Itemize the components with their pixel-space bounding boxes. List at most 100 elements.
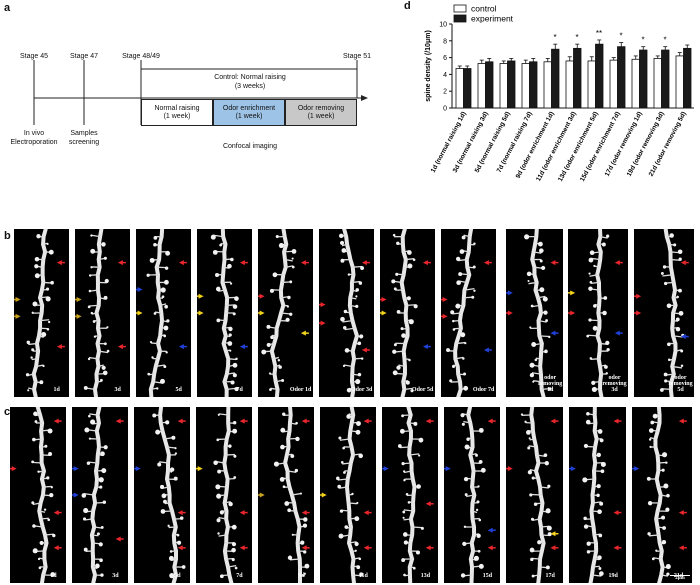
bar-control xyxy=(653,58,662,109)
significance-marker: * xyxy=(641,36,644,45)
electroporation-label: Electroporation xyxy=(10,139,58,146)
bar-control xyxy=(609,59,618,109)
row-b-panel: 3d xyxy=(75,229,130,397)
samples-label: Samples xyxy=(70,130,98,137)
significance-marker: * xyxy=(553,33,556,42)
row-b-panel-label: 7d xyxy=(236,387,243,393)
confocal-imaging-label: Confocal imaging xyxy=(222,143,278,150)
x-tick-label: 9d (odor enrichment 1d) xyxy=(515,111,556,180)
row-b-panel: 7d xyxy=(197,229,252,397)
significance-marker: * xyxy=(619,31,622,40)
bar-experiment xyxy=(529,61,538,109)
legend-label-control: control xyxy=(471,4,497,14)
row-b-panel-label: Odor 1d xyxy=(289,387,312,393)
stage-47-label: Stage 47 xyxy=(69,53,99,60)
row-b-panel-label: odor removing 3d xyxy=(602,375,627,393)
row-b-panel: Odor 1d xyxy=(258,229,313,397)
bar-control xyxy=(521,63,530,109)
row-c-panel-label: 15d xyxy=(482,573,493,579)
row-c-panel: 17d xyxy=(506,407,563,583)
row-b-panel-label: odor removing 1d xyxy=(538,375,563,393)
row-c-panel-label: 11d xyxy=(358,573,368,579)
row-c-panel-label: 5d xyxy=(174,573,181,579)
row-b-panel-label: Odor 3d xyxy=(350,387,373,393)
y-tick-label: 0 xyxy=(443,106,447,113)
y-tick-label: 10 xyxy=(439,22,447,29)
bar-experiment xyxy=(573,47,582,109)
bar-experiment xyxy=(485,61,494,109)
significance-marker: ** xyxy=(596,29,602,38)
y-tick-label: 2 xyxy=(443,89,447,96)
row-b-panel-label: 3d xyxy=(114,387,121,393)
x-tick-label: 13d (odor enrichment 5d) xyxy=(557,111,600,183)
screening-label: screening xyxy=(68,139,100,146)
row-b-panel: odor removing 3d xyxy=(568,229,628,397)
scale-bar: 2μm xyxy=(670,575,690,582)
bar-experiment xyxy=(639,49,648,109)
panel-label-c: c xyxy=(4,406,11,418)
bar-control xyxy=(455,68,464,109)
y-tick-label: 4 xyxy=(443,72,447,79)
significance-marker: * xyxy=(575,33,578,42)
bar-control xyxy=(565,60,574,109)
bar-control xyxy=(543,61,552,109)
row-c-panel-label: 9d xyxy=(298,573,305,579)
row-b-panel-label: Odor 5d xyxy=(411,387,434,393)
row-c-panel: 9d xyxy=(258,407,314,583)
bar-experiment xyxy=(661,49,670,109)
row-c-panel: 13d xyxy=(382,407,438,583)
timeline-lines xyxy=(33,60,368,125)
row-b-panel: Odor 5d xyxy=(380,229,435,397)
bar-control xyxy=(631,58,640,109)
y-tick-label: 6 xyxy=(443,55,447,62)
row-c-panel-label: 19d xyxy=(608,573,618,579)
row-b-panel: 5d xyxy=(136,229,191,397)
row-c-panel-label: 7d xyxy=(236,573,243,579)
row-b-panel-label: 1d xyxy=(53,387,60,393)
stage-45-label: Stage 45 xyxy=(19,53,49,60)
legend-label-experiment: experiment xyxy=(471,14,514,24)
legend-swatch-experiment xyxy=(453,14,467,23)
row-b-panel: odor removing 1d xyxy=(506,229,563,397)
row-c-panel-label: 21d xyxy=(673,573,684,579)
bar-experiment xyxy=(507,60,516,109)
row-c-panel: 19d xyxy=(569,407,626,583)
bar-experiment xyxy=(463,68,472,109)
row-c-panel-label: 13d xyxy=(420,573,431,579)
normal-raising-box: Normal raising (1 week) xyxy=(141,99,213,126)
bar-experiment xyxy=(551,48,560,109)
y-tick-label: 8 xyxy=(443,38,447,45)
bar-experiment xyxy=(617,46,626,109)
bar-control xyxy=(675,55,684,109)
panel-label-d: d xyxy=(404,0,411,12)
row-c-panel: 3d xyxy=(72,407,128,583)
row-c-panel: 21d 2μm xyxy=(632,407,692,583)
row-b-panel: Odor 7d xyxy=(441,229,496,397)
stage-51-label: Stage 51 xyxy=(342,53,372,60)
row-b-panel: Odor 3d xyxy=(319,229,374,397)
stage-48-49-label: Stage 48/49 xyxy=(122,53,160,60)
control-duration: (3 weeks) xyxy=(234,83,266,90)
row-c-panel: 11d xyxy=(320,407,376,583)
bar-control xyxy=(477,63,486,109)
row-c-panel-label: 17d xyxy=(545,573,555,579)
row-b-panel-label: Odor 7d xyxy=(472,387,495,393)
panel-label-a: a xyxy=(4,2,11,14)
control-label: Control: Normal raising xyxy=(214,74,286,81)
row-c-panel-label: 3d xyxy=(112,573,119,579)
row-c-panel: 1d xyxy=(10,407,66,583)
row-c-panel: 7d xyxy=(196,407,252,583)
bar-experiment xyxy=(683,47,692,109)
row-b-panel-label: 5d xyxy=(175,387,182,393)
bar-control xyxy=(499,63,508,109)
significance-marker: * xyxy=(663,36,666,45)
x-tick-label: 15d (odor enrichment 7d) xyxy=(579,111,622,183)
x-tick-label: 11d (odor enrichment 3d) xyxy=(535,111,578,183)
row-c-panel: 15d xyxy=(444,407,500,583)
bar-experiment xyxy=(595,43,604,109)
panel-label-b: b xyxy=(4,230,11,242)
bar-control xyxy=(587,60,596,109)
legend-swatch-control xyxy=(453,4,467,13)
row-b-panel: 1d xyxy=(14,229,69,397)
